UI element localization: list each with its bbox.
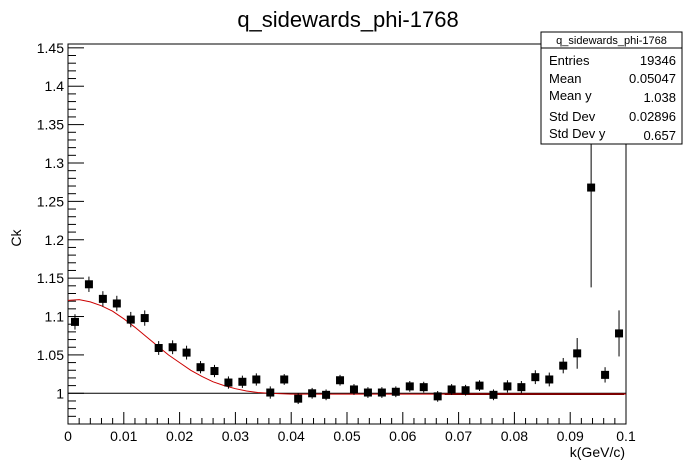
y-axis-label: Ck [8, 228, 24, 246]
data-point [489, 390, 498, 399]
stats-value-entries: 19346 [640, 53, 676, 68]
data-point [419, 383, 428, 392]
x-tick-label: 0.09 [557, 428, 584, 444]
x-tick-label: 0.07 [445, 428, 472, 444]
data-point [84, 280, 93, 289]
x-tick-label: 0.05 [333, 428, 360, 444]
data-point [280, 375, 289, 384]
data-point [154, 344, 163, 352]
x-tick-label: 0.03 [222, 428, 249, 444]
y-tick-label: 1.35 [37, 117, 64, 133]
data-point [559, 361, 568, 370]
data-point [336, 376, 345, 385]
data-point [363, 388, 372, 397]
data-point [531, 373, 540, 382]
data-point [126, 315, 135, 324]
y-tick-label: 1 [56, 385, 64, 401]
data-point [447, 385, 456, 394]
data-point [224, 378, 233, 387]
y-tick-label: 1.1 [45, 309, 65, 325]
y-tick-label: 1.15 [37, 270, 64, 286]
data-point [405, 382, 414, 391]
x-tick-label: 0.02 [166, 428, 193, 444]
data-point [266, 388, 275, 397]
stats-box-border [540, 31, 683, 145]
data-point [545, 375, 554, 384]
data-point [252, 375, 261, 384]
x-tick-label: 0.01 [110, 428, 137, 444]
stats-box-title: q_sidewards_phi-1768 [556, 35, 667, 47]
data-point [587, 183, 596, 192]
data-point [308, 389, 317, 398]
fit-curve-line [67, 299, 626, 395]
y-tick-label: 1.4 [45, 78, 65, 94]
data-point [433, 392, 442, 401]
data-point [70, 317, 79, 326]
x-axis: 0 0.01 0.02 0.03 0.04 0.05 0.06 0.07 0.08 0.09 0.1 [64, 412, 636, 444]
x-tick-label: 0 [64, 428, 72, 444]
x-tick-label: 0.04 [278, 428, 305, 444]
x-tick-label: 0.1 [616, 428, 636, 444]
data-point [210, 367, 219, 376]
stats-value-mean: 0.05047 [629, 71, 676, 86]
data-point [503, 382, 512, 391]
stats-label-std-dev: Std Dev [549, 109, 596, 124]
data-point [461, 386, 470, 395]
y-tick-label: 1.3 [45, 155, 65, 171]
data-point [294, 394, 303, 403]
x-tick-label: 0.08 [501, 428, 528, 444]
stats-label-std-dev-y: Std Dev y [549, 126, 606, 141]
data-point [168, 343, 177, 352]
data-point [112, 299, 121, 308]
y-tick-label: 1.2 [45, 232, 65, 248]
data-points [70, 87, 624, 405]
fit-curve [67, 299, 626, 396]
data-point [475, 381, 484, 390]
stats-label-mean-y: Mean y [549, 88, 592, 103]
data-point [573, 349, 582, 358]
data-point [349, 385, 358, 394]
data-point [238, 377, 247, 386]
stats-value-std-dev-y: 0.657 [643, 128, 676, 143]
data-point [98, 294, 107, 303]
data-point [196, 363, 205, 372]
data-point [517, 383, 526, 392]
stats-box: q_sidewards_phi-1768 Entries 19346 Mean … [540, 31, 683, 145]
y-tick-label: 1.05 [37, 347, 64, 363]
x-axis-label: k(GeV/c) [570, 444, 625, 460]
data-point [377, 388, 386, 397]
y-axis: 1 1.05 1.1 1.15 1.2 1.25 1.3 1.35 1.4 1.45 [37, 40, 84, 425]
data-point [140, 314, 149, 323]
y-tick-label: 1.45 [37, 40, 64, 56]
stats-value-mean-y: 1.038 [643, 90, 676, 105]
y-tick-label: 1.25 [37, 193, 64, 209]
data-point [601, 370, 610, 379]
stats-value-std-dev: 0.02896 [629, 109, 676, 124]
data-point [182, 348, 191, 357]
stats-label-mean: Mean [549, 71, 582, 86]
data-point [615, 329, 624, 338]
chart-title: q_sidewards_phi-1768 [237, 7, 458, 32]
x-tick-label: 0.06 [389, 428, 416, 444]
data-point [391, 387, 400, 396]
data-point [322, 390, 331, 399]
stats-label-entries: Entries [549, 53, 590, 68]
